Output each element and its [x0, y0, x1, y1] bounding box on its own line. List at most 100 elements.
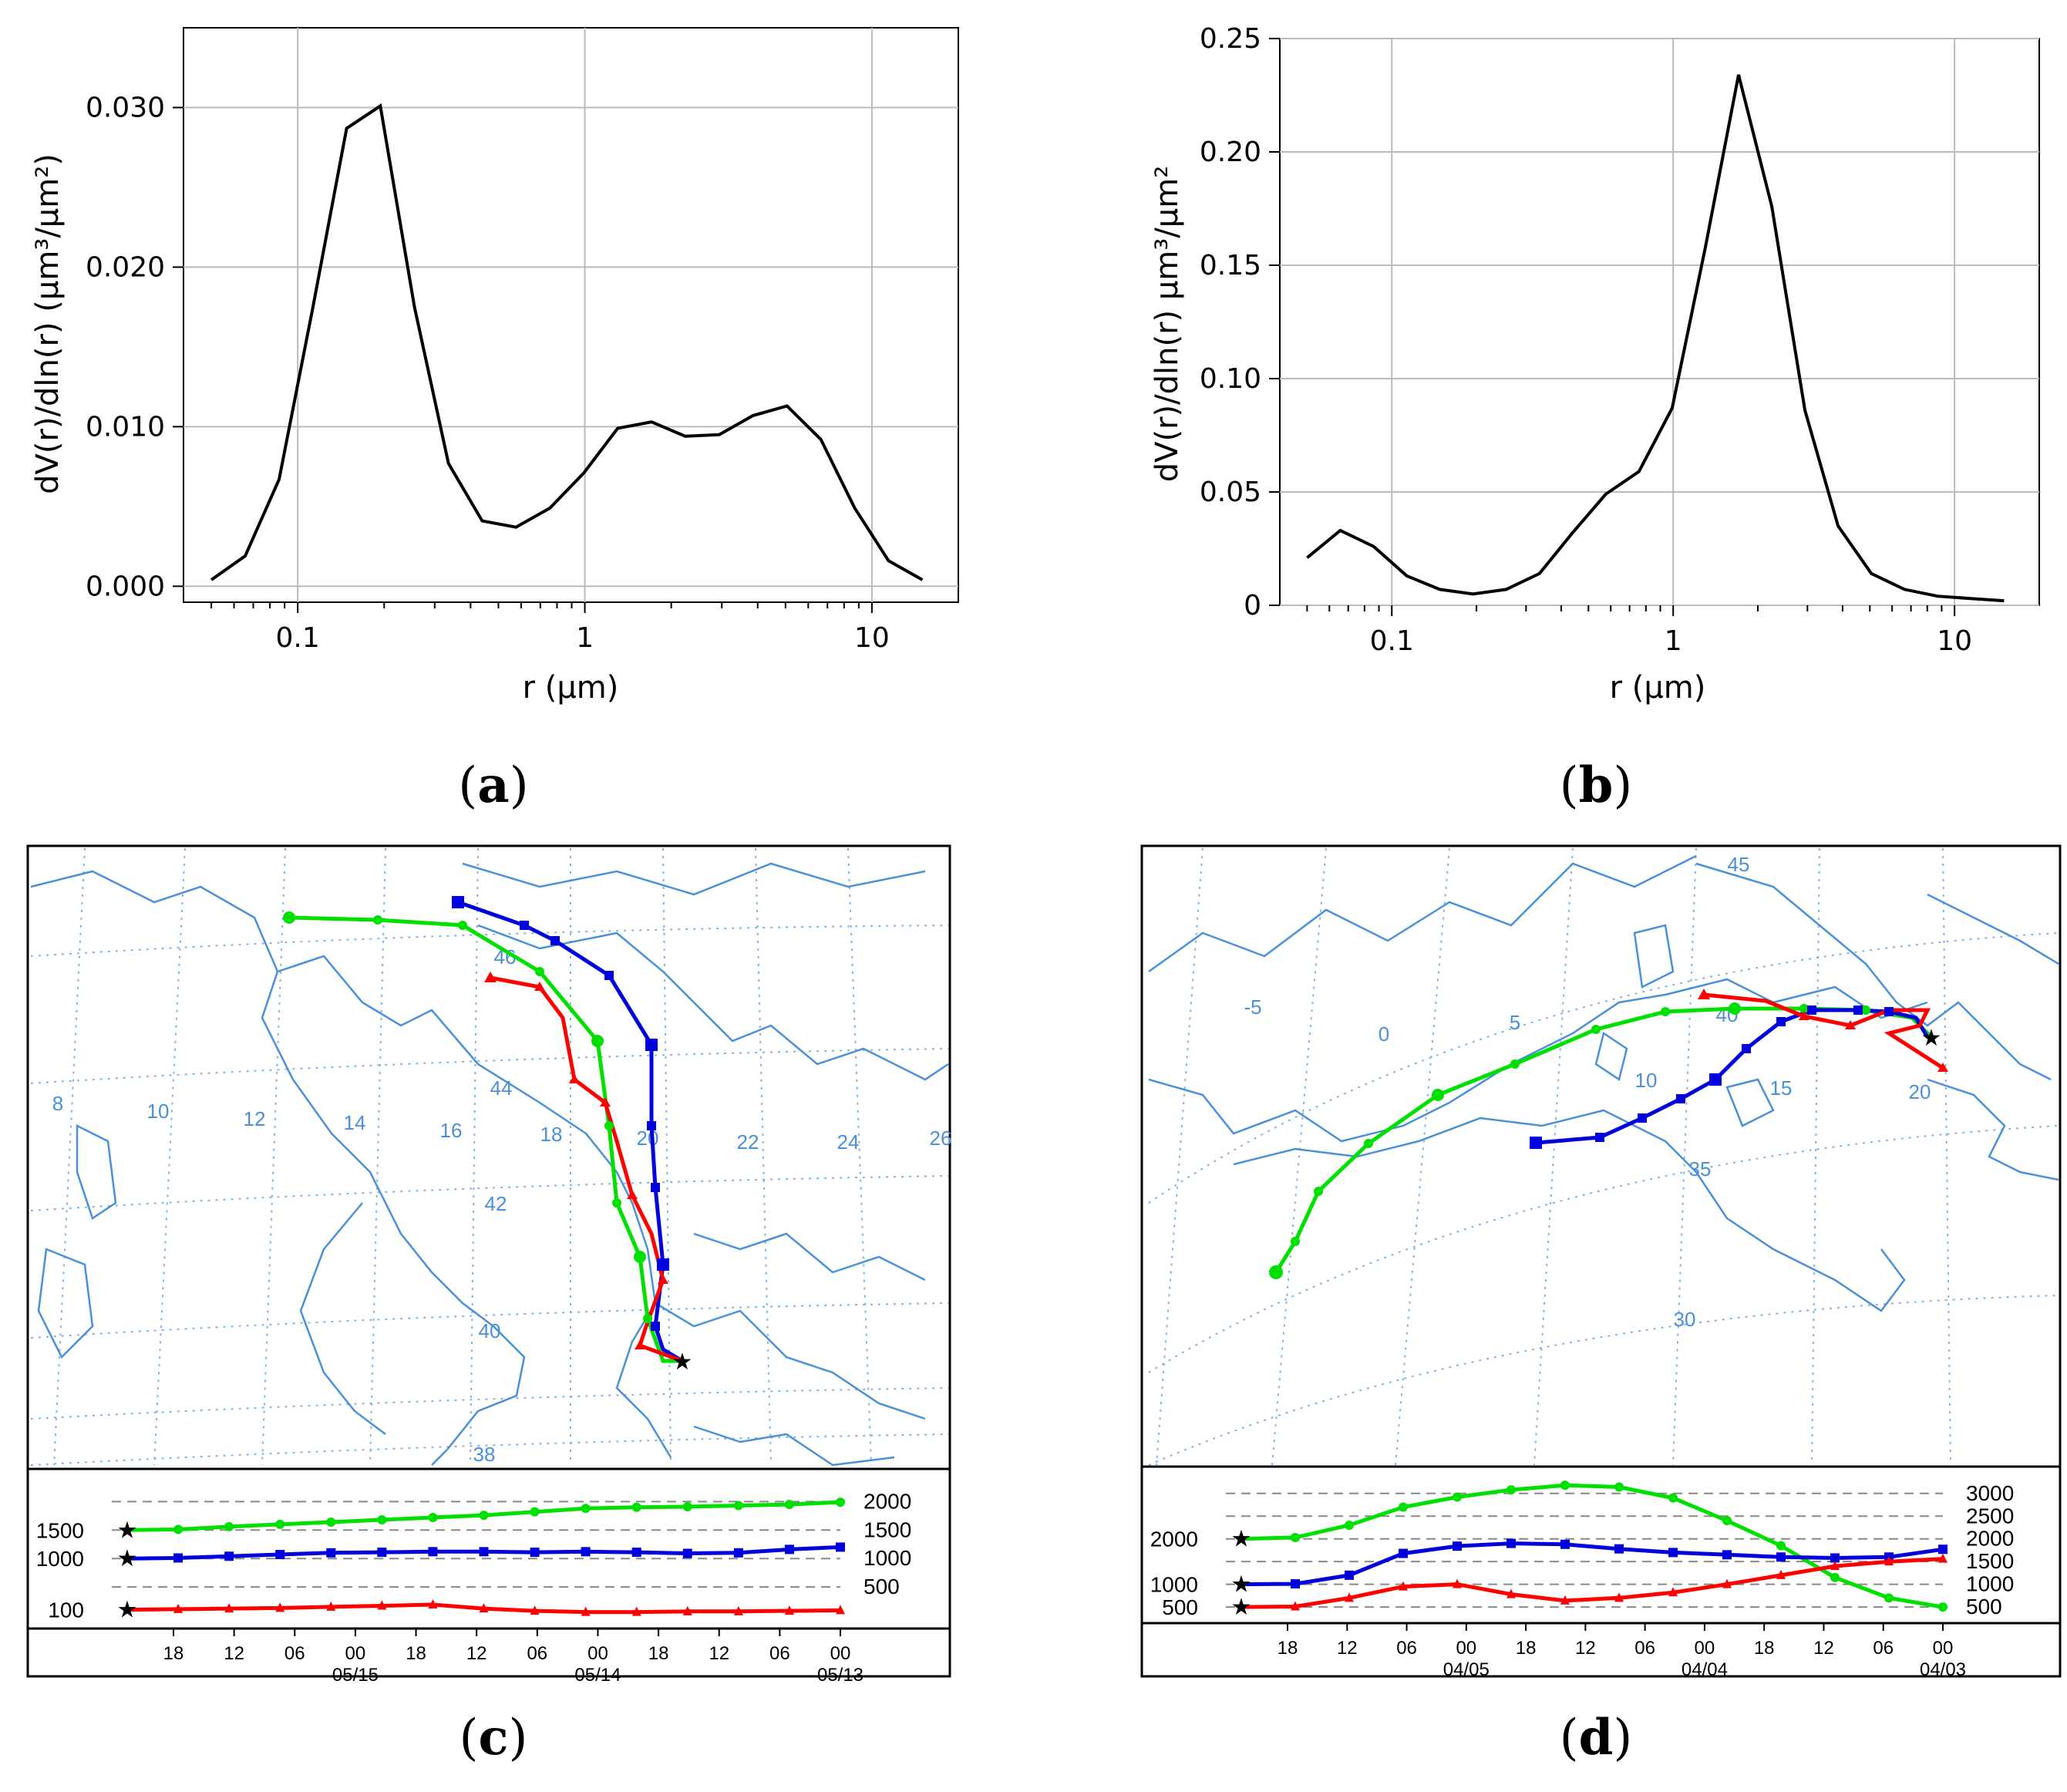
height-level-label: 2000 — [1966, 1527, 2014, 1551]
map-c-label: 22 — [737, 1130, 759, 1154]
time-tick-label: 18 — [163, 1643, 184, 1664]
map-c-label: 10 — [147, 1100, 170, 1123]
chart-b-xtick-label: 10 — [1937, 625, 1972, 657]
trajectory-d-origin-star: ★ — [1921, 1025, 1942, 1052]
time-tick-label: 00 — [345, 1643, 366, 1664]
map-d-label: 5 — [1510, 1011, 1520, 1034]
time-tick-label: 18 — [1754, 1638, 1775, 1659]
chart-b-ytick-label: 0.15 — [1200, 250, 1261, 281]
height-series-2000m — [1241, 1483, 1944, 1609]
time-tick-label: 12 — [1813, 1638, 1834, 1659]
height-start-star: ★ — [117, 1597, 138, 1624]
chart-b: 0.1 1 10 0 0.05 0.10 0.15 0.20 0.25 r (μm) dV(r)… — [1150, 23, 2040, 814]
time-tick-label: 12 — [1337, 1638, 1358, 1659]
height-level-label: 1000 — [1966, 1572, 2014, 1596]
map-c-label: 14 — [344, 1111, 366, 1134]
chart-b-ytick-label: 0.05 — [1200, 477, 1261, 508]
date-label: 05/13 — [817, 1665, 863, 1686]
time-tick-label: 06 — [284, 1643, 305, 1664]
time-tick-label: 06 — [1634, 1638, 1655, 1659]
height-start-label: 2000 — [1150, 1528, 1198, 1551]
height-level-label: 2500 — [1966, 1504, 2014, 1528]
height-start-label: 1000 — [36, 1547, 84, 1571]
chart-b-ytick-label: 0.20 — [1200, 136, 1261, 168]
chart-a-xtick-label: 10 — [854, 622, 890, 654]
time-tick-label: 00 — [1933, 1638, 1954, 1659]
trajectory-c-red-path — [490, 975, 683, 1363]
height-start-star: ★ — [1231, 1594, 1252, 1621]
time-tick-label: 12 — [224, 1643, 244, 1664]
map-c-label: 44 — [490, 1076, 513, 1100]
date-label: 05/15 — [332, 1665, 379, 1686]
chart-a-ytick-label: 0.020 — [86, 251, 165, 283]
date-label: 04/05 — [1443, 1659, 1490, 1680]
chart-a-frame — [183, 27, 959, 603]
map-d-label: 10 — [1635, 1069, 1658, 1092]
height-series-1000m — [1241, 1541, 1944, 1587]
date-label: 04/04 — [1682, 1659, 1728, 1680]
date-label: 04/03 — [1920, 1659, 1966, 1680]
time-tick-label: 06 — [1396, 1638, 1417, 1659]
map-c-label: 40 — [479, 1319, 501, 1342]
time-tick-label: 18 — [1278, 1638, 1298, 1659]
map-d-label: -5 — [1244, 995, 1261, 1019]
map-c-label: 42 — [485, 1192, 507, 1215]
map-d-label: 35 — [1689, 1157, 1712, 1181]
map-c-label: 26 — [930, 1127, 952, 1150]
chart-a-ytick-label: 0.030 — [86, 92, 165, 123]
map-c-label: 24 — [837, 1130, 860, 1154]
map-c-label: 12 — [244, 1107, 266, 1130]
height-start-star: ★ — [1231, 1526, 1252, 1553]
chart-b-xtick-label: 1 — [1665, 625, 1682, 657]
time-tick-label: 00 — [587, 1643, 608, 1664]
chart-a-grid — [183, 28, 958, 602]
panel-c-label: (c) — [460, 1709, 528, 1767]
trajectory-c-frame — [26, 844, 951, 1678]
map-d-label: 45 — [1728, 853, 1750, 876]
chart-b-ytick-label: 0 — [1244, 590, 1261, 621]
trajectory-c-origin-star: ★ — [672, 1349, 693, 1376]
chart-a-ytick-label: 0.000 — [86, 571, 165, 602]
height-level-label: 2000 — [863, 1489, 911, 1513]
height-series-500m — [1241, 1557, 1944, 1609]
height-level-label: 1500 — [863, 1517, 911, 1541]
chart-b-frame — [1279, 38, 2040, 606]
chart-b-line — [1306, 74, 2005, 603]
height-start-star: ★ — [1231, 1571, 1252, 1598]
map-c-label: 18 — [540, 1123, 563, 1146]
chart-b-xtick-label: 0.1 — [1370, 625, 1414, 657]
panel-a-label: (a) — [458, 756, 528, 814]
chart-a: 0.1 1 10 0.000 0.010 0.020 0.030 r (μm) dV(r)/… — [30, 27, 959, 814]
time-tick-label: 06 — [1873, 1638, 1894, 1659]
map-d-label: 20 — [1909, 1080, 1931, 1103]
chart-b-ylabel: dV(r)/dln(r) μm³/μm² — [1150, 166, 1185, 483]
time-tick-label: 12 — [709, 1643, 729, 1664]
chart-b-grid — [1280, 38, 2039, 606]
map-c-label: 38 — [473, 1443, 496, 1466]
panel-b-label: (b) — [1560, 756, 1633, 814]
map-d-label: 0 — [1379, 1022, 1389, 1046]
height-start-label: 1500 — [36, 1518, 84, 1542]
chart-a-xtick-label: 1 — [576, 622, 594, 654]
time-tick-label: 12 — [466, 1643, 487, 1664]
chart-b-ticks: 0.1 1 10 0 0.05 0.10 0.15 0.20 0.25 — [1200, 23, 1972, 657]
time-tick-label: 00 — [1695, 1638, 1715, 1659]
trajectory-c-height-panel: 2000 1500 1000 500 ★ 1500 ★ 1000 ★ 100 18 12 06 00 18 1… — [36, 1489, 912, 1686]
panel-d-label: (d) — [1560, 1709, 1633, 1767]
height-level-label: 3000 — [1966, 1481, 2014, 1505]
height-level-label: 500 — [1966, 1595, 2002, 1619]
height-level-label: 500 — [863, 1575, 900, 1598]
chart-a-ytick-label: 0.010 — [86, 411, 165, 443]
chart-a-ticks: 0.1 1 10 0.000 0.010 0.020 0.030 — [86, 92, 890, 654]
time-tick-label: 06 — [769, 1643, 790, 1664]
time-tick-label: 18 — [648, 1643, 669, 1664]
chart-a-xlabel: r (μm) — [523, 670, 619, 706]
map-d-label: 15 — [1770, 1076, 1793, 1100]
time-tick-label: 12 — [1575, 1638, 1596, 1659]
time-tick-label: 18 — [1516, 1638, 1537, 1659]
